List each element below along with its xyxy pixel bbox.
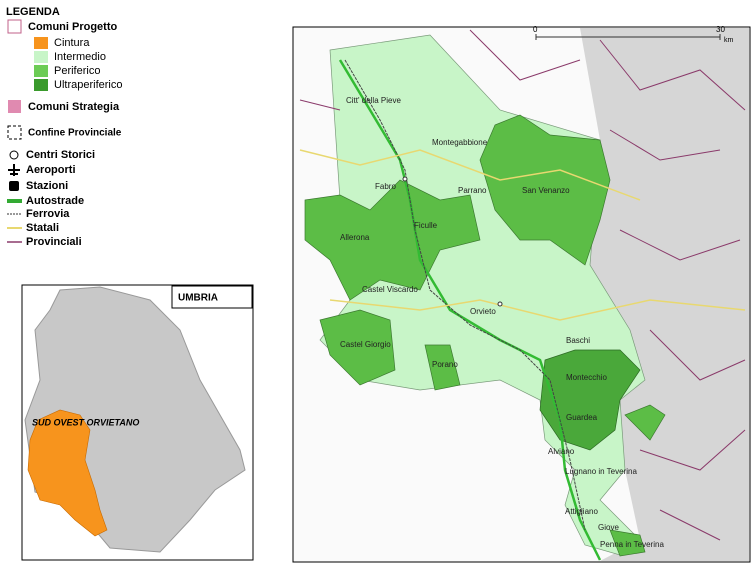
state-road xyxy=(329,299,746,321)
motorway xyxy=(338,59,602,561)
town-label: Lugnano in Teverina xyxy=(565,467,637,476)
town-label: San Venanzo xyxy=(522,186,570,195)
legend-label: Comuni Progetto xyxy=(28,21,117,33)
inset-title: UMBRIA xyxy=(178,293,218,304)
town-label: Ficulle xyxy=(414,221,438,230)
municipality-periferico xyxy=(304,179,481,301)
municipality-periferico xyxy=(539,349,641,451)
swatch xyxy=(7,19,22,34)
area-label: SUD OVEST ORVIETANO xyxy=(32,417,139,427)
legend-class: Intermedio xyxy=(54,51,106,63)
scale-label: km xyxy=(724,37,734,44)
town-label: Giove xyxy=(598,523,619,532)
symbol xyxy=(9,181,19,191)
town-label: Fabro xyxy=(375,182,396,191)
scale-label: 0 xyxy=(533,25,538,34)
symbol xyxy=(9,150,19,160)
swatch xyxy=(7,125,22,140)
municipality-periferico xyxy=(479,114,611,266)
swatch xyxy=(34,51,48,63)
legend-label: Confine Provinciale xyxy=(28,128,122,139)
town-label: Citt' della Pieve xyxy=(346,96,401,105)
swatch xyxy=(34,79,48,91)
swatch xyxy=(34,37,48,49)
legend-class: Periferico xyxy=(54,65,100,77)
town-label: Allerona xyxy=(340,233,370,242)
symbol xyxy=(8,164,20,176)
town-marker xyxy=(402,176,408,182)
legend-label: Centri Storici xyxy=(26,149,95,161)
main-map: 0 30 km Citt' della Pieve Montegabbione Fa… xyxy=(292,25,751,563)
inset-title-box xyxy=(171,285,253,309)
legend: LEGENDA Comuni Progetto Cintura Intermed… xyxy=(6,6,122,248)
town-labels: Citt' della Pieve Montegabbione Fabro Parra… xyxy=(340,96,664,549)
town-label: Attigliano xyxy=(565,507,598,516)
town-label: Castel Viscardo xyxy=(362,285,418,294)
legend-label: Stazioni xyxy=(26,180,68,192)
town-marker xyxy=(497,301,503,307)
swatch xyxy=(34,65,48,77)
scale-label: 30 xyxy=(716,25,725,34)
legend-label: Ferrovia xyxy=(26,208,70,220)
town-label: Montecchio xyxy=(566,373,607,382)
municipality-periferico xyxy=(624,404,666,441)
area xyxy=(27,409,108,537)
legend-label: Provinciali xyxy=(26,236,82,248)
town-label: Orvieto xyxy=(470,307,496,316)
swatch xyxy=(8,100,21,113)
legend-title: LEGENDA xyxy=(6,6,60,18)
railway xyxy=(344,59,586,531)
inset-map: UMBRIA SUD OVEST ORVIETANO xyxy=(21,284,254,561)
town-label: Penna in Teverina xyxy=(600,540,664,549)
state-road xyxy=(299,149,641,201)
legend-label: Statali xyxy=(26,222,59,234)
municipality-periferico xyxy=(609,529,646,557)
town-label: Parrano xyxy=(458,186,487,195)
legend-label: Comuni Strategia xyxy=(28,101,120,113)
municipality-periferico xyxy=(424,344,461,391)
town-label: Alviano xyxy=(548,447,575,456)
provincial-road xyxy=(299,29,746,541)
town-label: Castel Giorgio xyxy=(340,340,391,349)
legend-label: Autostrade xyxy=(26,195,84,207)
legend-class: Cintura xyxy=(54,37,90,49)
town-label: Guardea xyxy=(566,413,598,422)
municipality-periferico xyxy=(319,309,396,386)
town-label: Porano xyxy=(432,360,458,369)
legend-class: Ultraperiferico xyxy=(54,79,122,91)
town-label: Montegabbione xyxy=(432,138,488,147)
town-label: Baschi xyxy=(566,336,590,345)
legend-label: Aeroporti xyxy=(26,164,76,176)
